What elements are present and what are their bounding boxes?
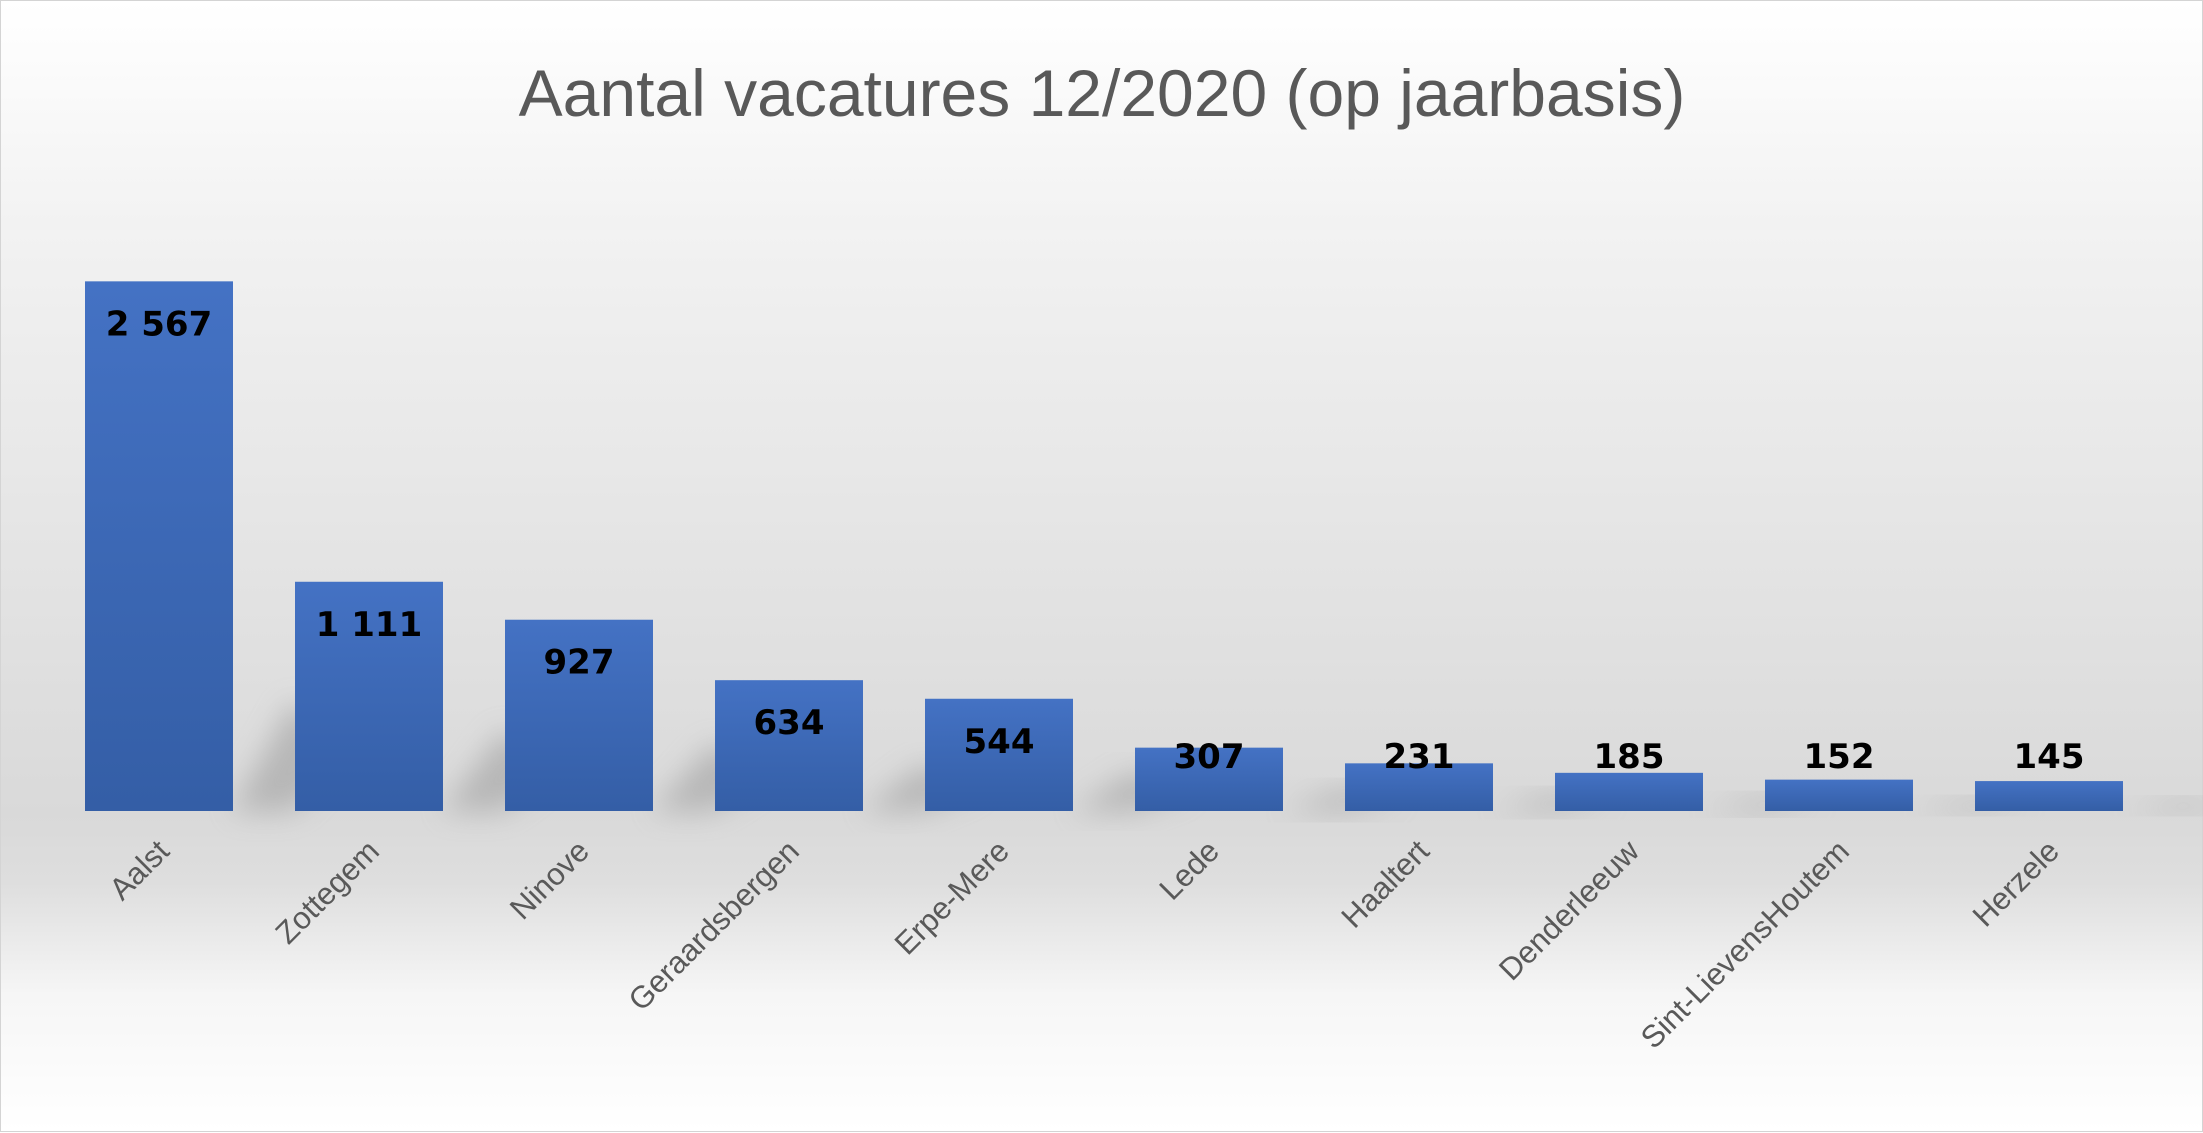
bar-denderleeuw: [1555, 772, 1703, 811]
data-label: 2 567: [106, 304, 212, 344]
bar-zottegem: [295, 581, 443, 811]
bar-geraardsbergen: [715, 680, 863, 811]
category-label: Haaltert: [1334, 833, 1436, 935]
bar-herzele: [1975, 781, 2123, 811]
category-label: Herzele: [1966, 833, 2066, 933]
category-label: Sint-LievensHoutem: [1634, 833, 1856, 1055]
bar-ninove: [505, 619, 653, 811]
bar-haaltert: [1345, 763, 1493, 811]
data-label: 231: [1384, 737, 1455, 777]
category-label: Lede: [1152, 833, 1226, 907]
bar-lede: [1135, 747, 1283, 811]
data-label: 1 111: [316, 605, 422, 645]
category-label: Aalst: [102, 833, 176, 907]
data-label: 152: [1804, 737, 1875, 777]
category-label: Erpe-Mere: [888, 833, 1016, 961]
category-label: Denderleeuw: [1492, 833, 1646, 987]
data-label: 307: [1174, 737, 1245, 777]
bar-sint-lievenshoutem: [1765, 779, 1913, 811]
category-label: Ninove: [503, 833, 596, 926]
category-label: Zottegem: [269, 833, 386, 950]
data-label: 185: [1594, 737, 1665, 777]
bar-aalst: [85, 281, 233, 811]
bar-shadow: [2123, 800, 2203, 811]
data-label: 145: [2014, 737, 2085, 777]
data-label: 634: [754, 703, 825, 743]
category-label: Geraardsbergen: [622, 833, 806, 1017]
bar-erpe-mere: [925, 698, 1073, 811]
chart-title: Aantal vacatures 12/2020 (op jaarbasis): [519, 56, 1686, 130]
data-label: 544: [964, 722, 1035, 762]
data-label: 927: [544, 643, 615, 683]
